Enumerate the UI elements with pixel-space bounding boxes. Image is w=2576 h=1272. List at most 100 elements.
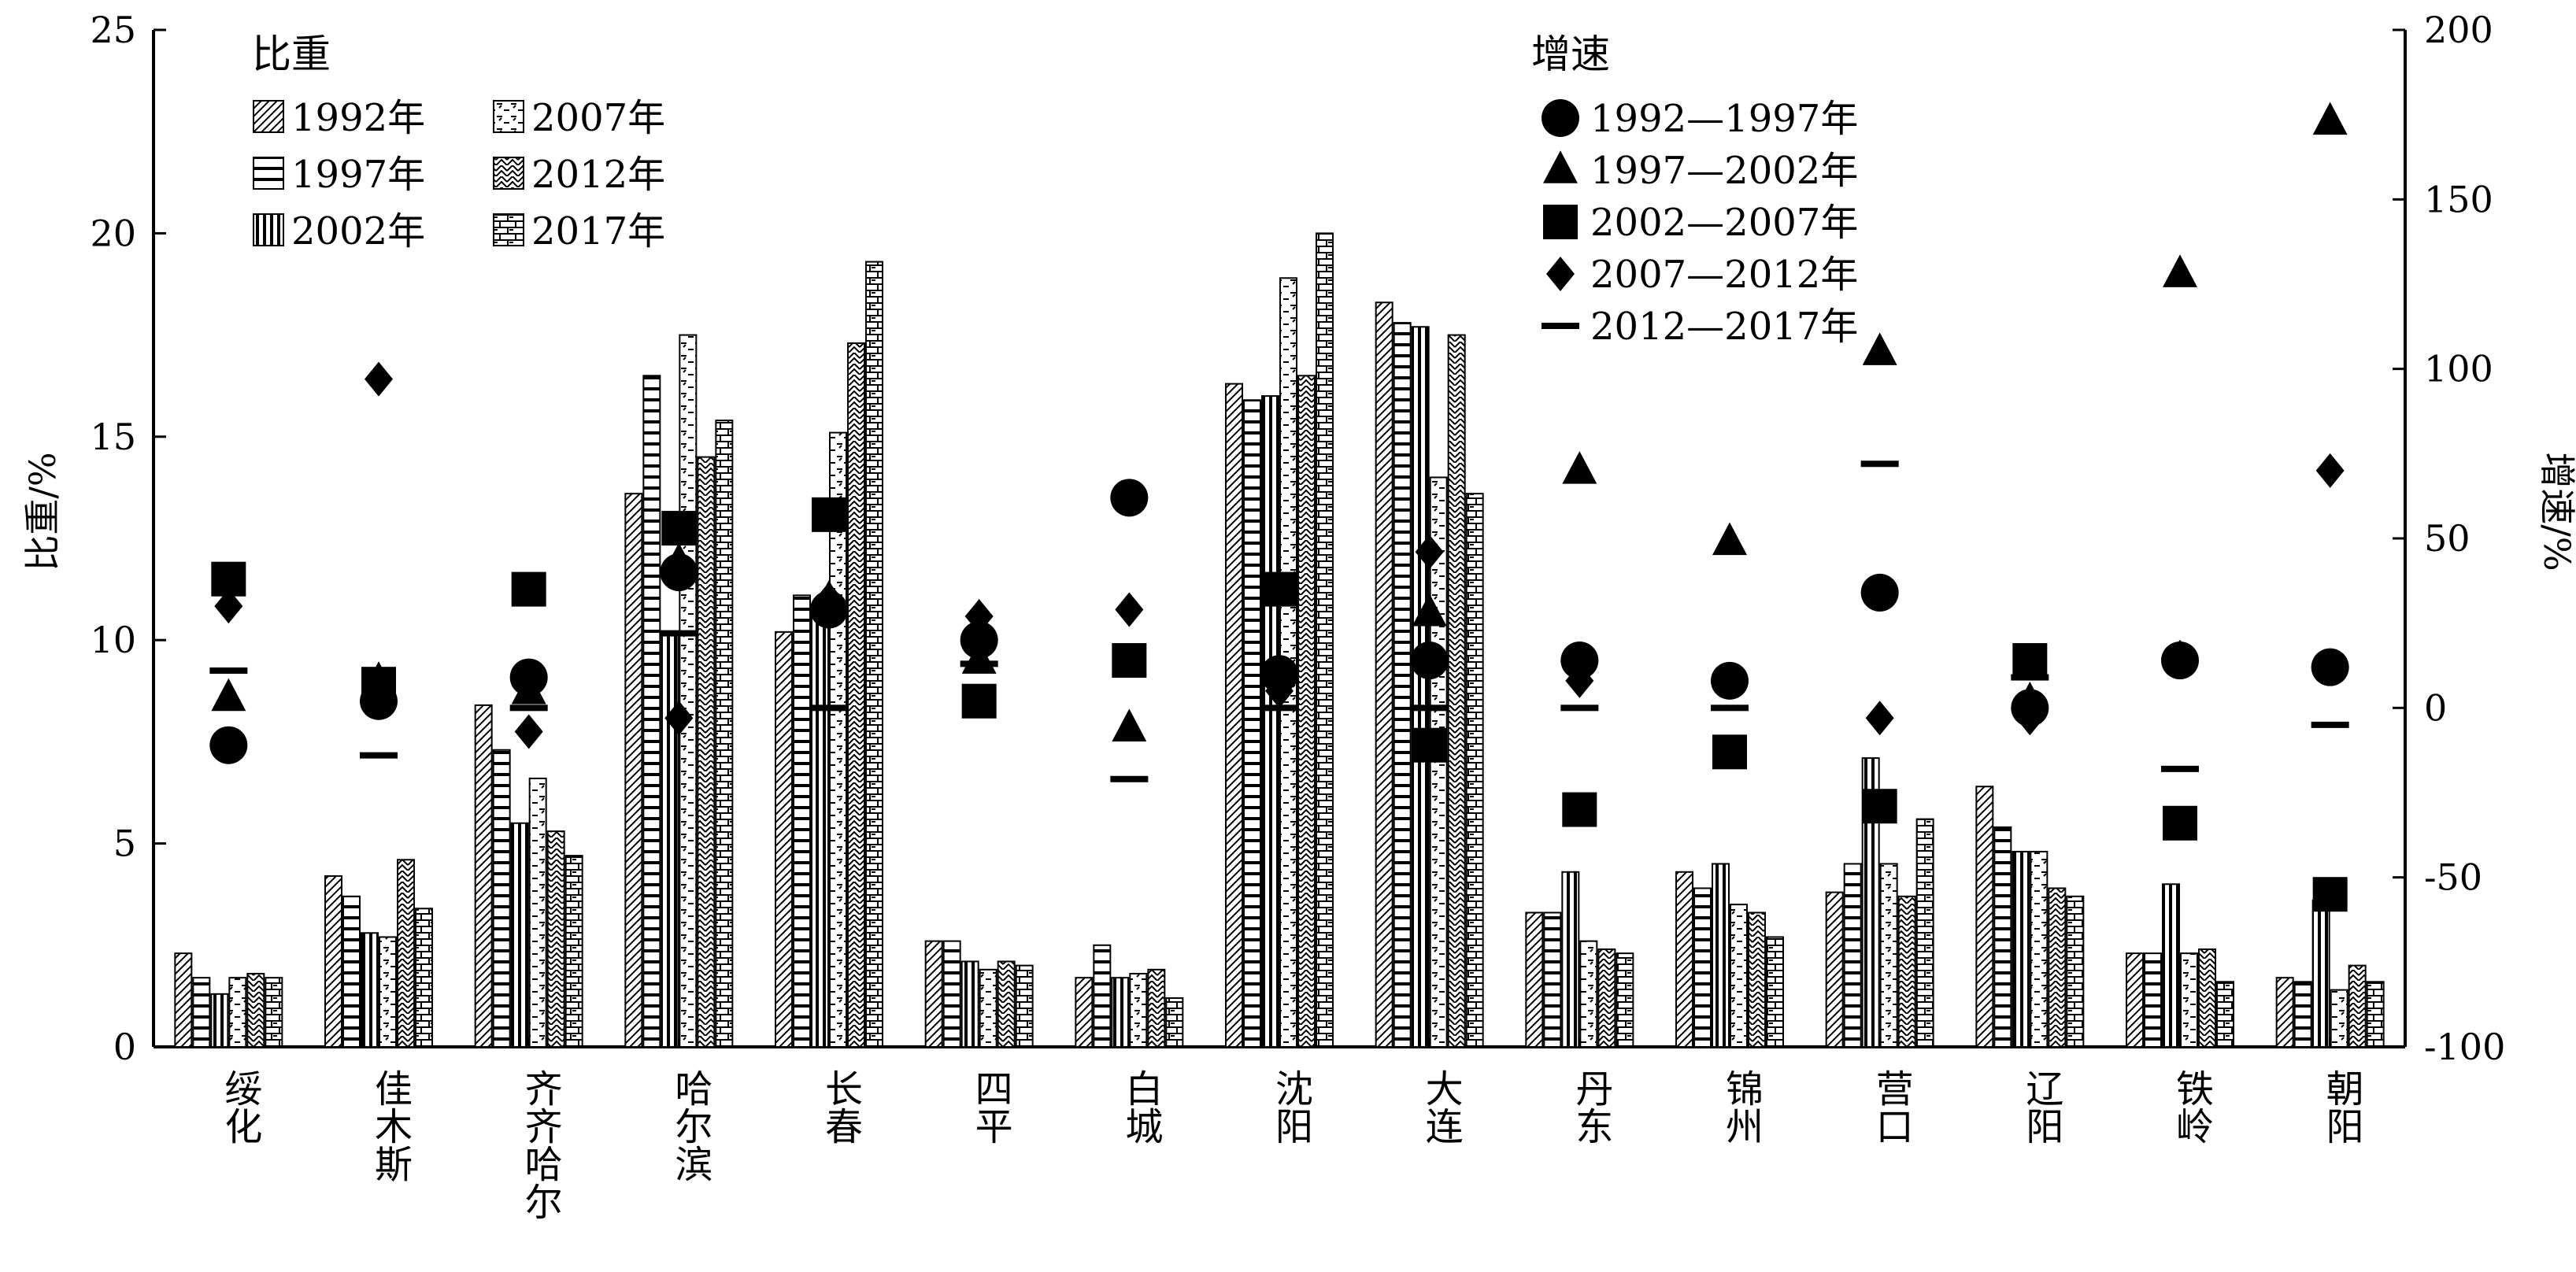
growth-marker-dash (1860, 460, 1899, 468)
bar (1915, 818, 1934, 1048)
bar (1766, 936, 1784, 1048)
growth-marker-diamond (1115, 592, 1144, 627)
growth-marker-triangle (511, 671, 546, 704)
bar (1861, 757, 1880, 1048)
growth-marker-square (661, 511, 697, 546)
y-tick-label: 10 (90, 619, 136, 661)
bar (1543, 911, 1562, 1048)
growth-marker-circle (209, 726, 248, 764)
bar (2180, 952, 2198, 1048)
growth-marker-diamond (1715, 663, 1744, 698)
growth-marker-triangle (661, 542, 697, 575)
bar (379, 936, 397, 1048)
bar (1675, 871, 1693, 1048)
bar (564, 855, 583, 1048)
bar (2216, 981, 2234, 1048)
growth-marker-diamond (1265, 673, 1294, 708)
growth-marker-triangle (1862, 332, 1897, 365)
growth-marker-circle (1410, 642, 1449, 680)
bar (1693, 887, 1712, 1048)
y-tick-label: 5 (113, 823, 136, 865)
bar (1411, 326, 1430, 1048)
marker-legend: 增速 1992—1997年 1997—2002年 2002—2007年 2007—20… (1531, 31, 1858, 349)
category-labels: 绥化 佳木斯 齐齐哈尔 哈尔滨 长春 四平 白城 沈阳 大连 丹东 锦州 营口 辽阳 铁岭 朝阳 (217, 1037, 2363, 1220)
growth-marker-diamond (214, 589, 243, 624)
category-label: 铁岭 (2169, 1069, 2213, 1144)
bar (1579, 940, 1598, 1048)
bar-legend-label: 2012年 (531, 153, 665, 197)
right-axis-ticks: -100 -50 0 50 100 150 200 (2393, 9, 2505, 1068)
growth-marker-dash (509, 704, 548, 712)
growth-marker-dash (1410, 704, 1449, 712)
growth-marker-diamond (365, 361, 393, 397)
growth-marker-square (1262, 571, 1297, 607)
growth-marker-dash (1560, 704, 1599, 712)
bar (1465, 493, 1484, 1048)
growth-marker-circle (2311, 648, 2349, 686)
bar (811, 606, 829, 1048)
bar (1879, 863, 1898, 1048)
y2-tick-label: 0 (2424, 686, 2447, 729)
growth-marker-dash (2311, 721, 2349, 728)
growth-marker-diamond (1565, 663, 1594, 698)
bar (697, 456, 716, 1048)
marker-legend-label: 2007—2012年 (1590, 253, 1858, 297)
bar (997, 960, 1016, 1048)
bar (2330, 989, 2348, 1048)
bar (324, 874, 342, 1048)
bar-legend-swatch (493, 213, 524, 246)
bar (1375, 301, 1393, 1048)
bar (1165, 997, 1184, 1048)
bar (265, 977, 283, 1048)
bar-legend-label: 2017年 (531, 209, 665, 253)
left-axis-ticks: 0 5 10 15 20 25 (90, 9, 166, 1068)
bar (661, 630, 679, 1048)
bar (1525, 911, 1544, 1048)
category-label: 白城 (1118, 1069, 1162, 1144)
bar (1712, 863, 1730, 1048)
y2-axis-title: 增速/% (2536, 452, 2576, 571)
marker-legend-symbol (1543, 150, 1578, 183)
bar-legend-swatch (493, 100, 524, 133)
marker-legend-symbol (1546, 257, 1575, 291)
growth-marker-diamond (2166, 639, 2194, 675)
bar (342, 895, 361, 1048)
bar (642, 375, 661, 1048)
bar (2348, 964, 2367, 1048)
bar (210, 993, 229, 1048)
growth-markers (209, 102, 2349, 912)
growth-marker-triangle (1412, 593, 1447, 627)
bar-series (174, 232, 2385, 1048)
y2-tick-label: -100 (2424, 1026, 2505, 1068)
growth-marker-dash (209, 667, 248, 674)
category-label: 营口 (1869, 1069, 1913, 1144)
bar (2293, 981, 2312, 1048)
bar (1993, 826, 2012, 1048)
marker-legend-title: 增速 (1531, 31, 1610, 77)
bar (2048, 887, 2067, 1048)
growth-marker-diamond (514, 714, 543, 749)
growth-marker-dash (1711, 704, 1749, 712)
y2-tick-label: -50 (2424, 856, 2482, 899)
bar (510, 822, 529, 1048)
bar (2030, 850, 2049, 1048)
category-label: 辽阳 (2019, 1069, 2063, 1144)
marker-legend-symbol (1542, 99, 1579, 137)
bar (847, 342, 865, 1048)
bar-legend-swatch (253, 100, 284, 133)
bar (924, 940, 943, 1048)
bar (192, 977, 211, 1048)
bar (2275, 977, 2294, 1048)
bar (829, 431, 847, 1048)
y-tick-label: 20 (90, 212, 136, 254)
growth-marker-dash (2011, 674, 2049, 681)
growth-marker-triangle (2312, 102, 2348, 135)
bar (979, 968, 997, 1048)
growth-marker-square (961, 683, 997, 719)
bar (1129, 972, 1148, 1048)
bar (942, 940, 961, 1048)
growth-marker-triangle (211, 678, 246, 712)
growth-marker-square (1562, 792, 1597, 827)
bar (1111, 977, 1130, 1048)
bar (679, 334, 698, 1048)
